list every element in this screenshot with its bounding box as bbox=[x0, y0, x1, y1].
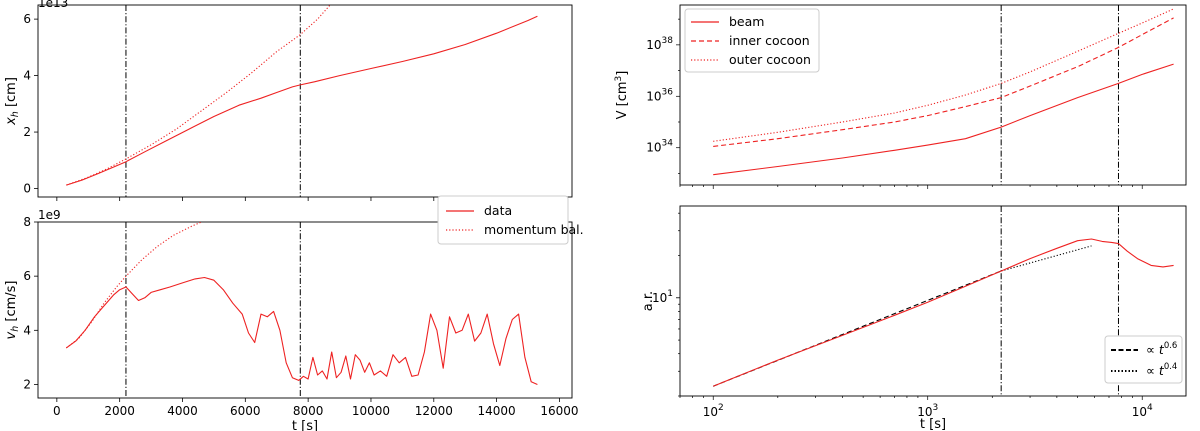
series-data bbox=[66, 15, 538, 186]
axes-aspect_ratio: 102 103 104 101 t [s] a.r. bbox=[641, 205, 1187, 431]
y-tick-label: 8 bbox=[23, 215, 31, 229]
y-axis-label: vh [cm/s] bbox=[4, 281, 21, 340]
x-tick-label: 10000 bbox=[352, 404, 390, 418]
axes-vh: 0 2000 4000 6000 8000 10000 12000 14000 16000 2 4 6… bbox=[4, 208, 579, 431]
y-tick-label: 2 bbox=[23, 377, 31, 391]
x-tick-label: 16000 bbox=[540, 404, 578, 418]
legend-label: momentum bal. bbox=[484, 222, 584, 237]
legend-frame bbox=[1104, 335, 1183, 384]
x-tick-label: 103 bbox=[917, 403, 938, 419]
y-tick-label: 6 bbox=[23, 269, 31, 283]
x-tick-label: 4000 bbox=[167, 404, 198, 418]
series-outer-cocoon bbox=[713, 8, 1174, 142]
series-aspect-ratio bbox=[712, 238, 1174, 387]
y-tick-label: 1036 bbox=[646, 87, 673, 103]
legend-frame bbox=[684, 8, 820, 73]
legend-label: outer cocoon bbox=[729, 52, 811, 67]
legend-label: ∝ t0.6 bbox=[1146, 341, 1177, 357]
y-axis-label: a.r. bbox=[641, 291, 656, 311]
axes-xh: 0 2 4 6 1e13 xh [cm] bbox=[4, 0, 573, 201]
axes-frame bbox=[37, 221, 573, 399]
x-tick-label: 102 bbox=[703, 403, 724, 419]
x-tick-label: 14000 bbox=[478, 404, 516, 418]
y-axis-label: V [cm3] bbox=[614, 71, 630, 120]
y-tick-label: 4 bbox=[23, 69, 31, 83]
legend-frame bbox=[437, 195, 569, 245]
x-tick-label: 12000 bbox=[415, 404, 453, 418]
series-data bbox=[65, 276, 538, 386]
y-axis-label: xh [cm] bbox=[4, 77, 21, 126]
legend: data momentum bal. bbox=[437, 195, 584, 245]
series-beam bbox=[713, 63, 1174, 176]
x-tick-label: 2000 bbox=[104, 404, 135, 418]
y-tick-label: 4 bbox=[23, 323, 31, 337]
x-axis-label: t [s] bbox=[920, 417, 946, 431]
y-tick-label: 1034 bbox=[646, 139, 673, 155]
offset-text: 1e13 bbox=[38, 0, 68, 10]
legend-label: data bbox=[484, 203, 512, 218]
legend: beam inner cocoon outer cocoon bbox=[684, 8, 820, 73]
legend-label: inner cocoon bbox=[729, 33, 810, 48]
axes-frame bbox=[37, 4, 573, 198]
axes-frame bbox=[679, 205, 1187, 397]
x-axis-label: t [s] bbox=[292, 419, 318, 431]
x-tick-label: 8000 bbox=[293, 404, 324, 418]
y-tick-label: 6 bbox=[23, 12, 31, 26]
y-tick-label: 101 bbox=[652, 289, 673, 305]
x-tick-label: 6000 bbox=[230, 404, 261, 418]
x-tick-label: 0 bbox=[53, 404, 61, 418]
legend-label: beam bbox=[729, 14, 764, 29]
y-tick-label: 2 bbox=[23, 125, 31, 139]
series-inner-cocoon bbox=[713, 17, 1174, 147]
x-tick-label: 104 bbox=[1132, 403, 1153, 419]
series-momentum-bal- bbox=[65, 222, 203, 349]
offset-text: 1e9 bbox=[38, 208, 61, 222]
y-tick-label: 0 bbox=[23, 182, 31, 196]
series-momentum-bal- bbox=[66, 5, 331, 186]
legend-label: ∝ t0.4 bbox=[1146, 362, 1177, 378]
legend: ∝ t0.6 ∝ t0.4 bbox=[1104, 335, 1183, 384]
y-tick-label: 1038 bbox=[646, 36, 673, 52]
